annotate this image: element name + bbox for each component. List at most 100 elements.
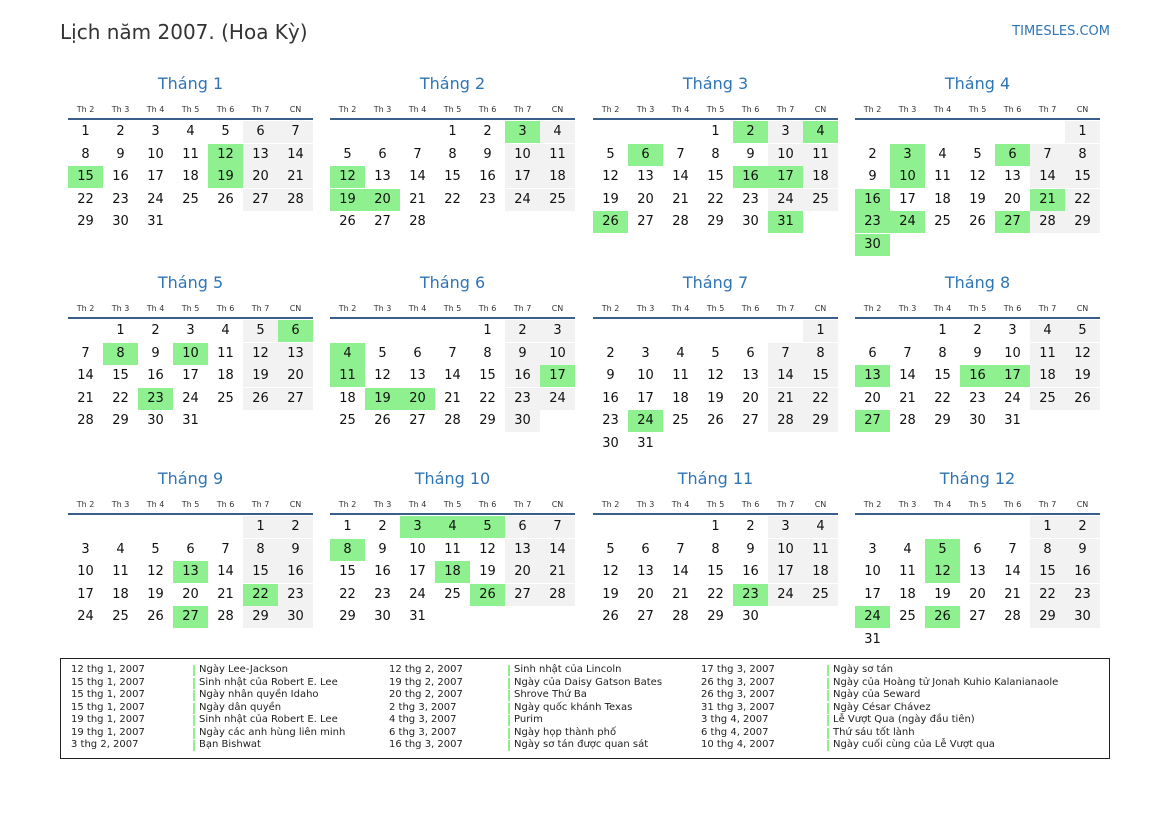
day-cell: 10 [409, 541, 426, 557]
day-cell: 19 [969, 191, 986, 207]
day-cell: 25 [1030, 387, 1065, 410]
day-cell: 6 [628, 143, 663, 166]
holiday-date: 10 thg 4, 2007 [701, 739, 775, 750]
day-cell: 22 [112, 390, 129, 406]
day-cell: 28 [768, 410, 803, 432]
day-cell: 19 [602, 191, 619, 207]
day-cell: 11 [803, 143, 838, 166]
weekday-label: Th 6 [741, 105, 760, 114]
weekday-label: Th 4 [671, 105, 690, 114]
weekday-label: Th 7 [513, 500, 532, 509]
month-rule [593, 118, 838, 120]
month-rule [855, 513, 1100, 515]
day-cell: 17 [182, 368, 199, 383]
day-cell: 24 [890, 211, 925, 233]
day-cell: 26 [217, 191, 234, 207]
site-link[interactable]: TIMESLES.COM [1012, 24, 1110, 39]
day-cell: 7 [448, 345, 457, 361]
month-rule [330, 118, 575, 120]
day-cell: 26 [969, 214, 986, 229]
day-cell: 9 [151, 345, 160, 361]
page-title: Lịch năm 2007. (Hoa Kỳ) [60, 20, 308, 44]
weekday-label: Th 6 [478, 500, 497, 509]
weekday-label: Th 4 [146, 304, 165, 313]
day-cell: 3 [151, 124, 160, 139]
day-cell: 18 [540, 166, 575, 188]
day-cell: 13 [855, 365, 890, 387]
day-cell: 27 [637, 214, 654, 229]
day-cell: 1 [711, 124, 720, 139]
holiday-marker [193, 727, 195, 739]
day-cell: 22 [934, 390, 951, 406]
day-cell: 28 [899, 413, 916, 428]
weekday-label: CN [289, 304, 302, 313]
weekday-label: Th 6 [216, 105, 235, 114]
month-rule [593, 513, 838, 515]
holiday-name: Sinh nhật của Robert E. Lee [199, 676, 338, 688]
day-cell: 21 [217, 586, 234, 602]
day-cell: 15 [444, 169, 461, 184]
day-cell: 1 [483, 323, 492, 338]
day-cell: 13 [742, 368, 759, 383]
day-cell: 1 [448, 124, 457, 139]
weekday-label: Th 2 [601, 105, 620, 114]
day-cell: 17 [864, 586, 881, 602]
day-cell: 25 [339, 413, 356, 428]
day-cell: 24 [182, 390, 199, 406]
day-cell: 7 [278, 121, 313, 143]
day-cell: 13 [374, 169, 391, 184]
weekday-label: Th 3 [111, 105, 130, 114]
day-cell: 22 [1065, 188, 1100, 211]
day-cell: 1 [243, 516, 278, 538]
weekday-label: Th 2 [863, 105, 882, 114]
day-cell: 5 [151, 541, 160, 557]
day-cell: 21 [540, 561, 575, 583]
day-cell: 4 [1030, 320, 1065, 342]
day-cell: 8 [330, 538, 365, 561]
day-cell: 4 [676, 345, 685, 361]
day-cell: 6 [746, 345, 755, 361]
day-cell: 26 [925, 606, 960, 628]
day-cell: 25 [803, 583, 838, 606]
holiday-name: Thứ sáu tốt lành [833, 726, 915, 738]
day-cell: 10 [768, 143, 803, 166]
day-cell: 1 [803, 320, 838, 342]
day-cell: 25 [112, 609, 129, 624]
weekday-label: Th 4 [933, 105, 952, 114]
day-cell: 29 [243, 606, 278, 628]
holiday-name: Sinh nhật của Lincoln [514, 664, 622, 675]
day-cell: 2 [278, 516, 313, 538]
day-cell: 20 [1004, 191, 1021, 207]
weekday-label: Th 3 [898, 500, 917, 509]
day-cell: 27 [409, 413, 426, 428]
day-cell: 23 [602, 413, 619, 428]
day-cell: 19 [479, 564, 496, 579]
day-cell: 1 [1030, 516, 1065, 538]
weekday-label: Th 4 [146, 500, 165, 509]
day-cell: 3 [400, 516, 435, 538]
day-cell: 19 [707, 390, 724, 406]
day-cell: 13 [637, 564, 654, 579]
day-cell: 19 [1065, 365, 1100, 387]
day-cell: 7 [221, 541, 230, 557]
day-cell: 10 [1004, 345, 1021, 361]
day-cell: 23 [969, 390, 986, 406]
day-cell: 29 [1030, 606, 1065, 628]
day-cell: 15 [707, 564, 724, 579]
day-cell: 24 [540, 387, 575, 410]
day-cell: 24 [628, 410, 663, 432]
day-cell: 17 [768, 166, 803, 188]
holiday-marker [508, 690, 510, 701]
day-cell: 18 [803, 166, 838, 188]
day-cell: 10 [173, 342, 208, 365]
day-cell: 23 [733, 583, 768, 606]
day-cell: 23 [479, 191, 496, 207]
weekday-label: CN [814, 304, 827, 313]
holiday-date: 6 thg 4, 2007 [701, 726, 769, 738]
day-cell: 8 [81, 146, 90, 162]
day-cell: 13 [505, 538, 540, 561]
day-cell: 8 [1065, 143, 1100, 166]
day-cell: 15 [112, 368, 129, 383]
weekday-label: Th 6 [216, 500, 235, 509]
